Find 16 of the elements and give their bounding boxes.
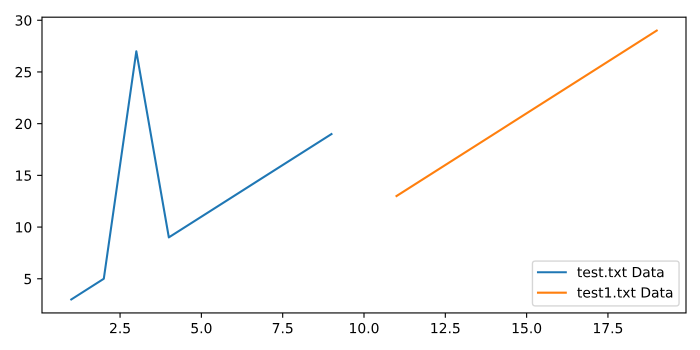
line-series: [70, 50, 333, 300]
y-tick-label: 5: [24, 274, 32, 284]
x-tick-label: 7.5: [272, 323, 293, 334]
y-tick-label: 20: [16, 118, 32, 130]
x-tick-label: 2.5: [110, 322, 130, 334]
y-tick-label: 15: [16, 170, 32, 181]
x-tick-label: 17.5: [594, 323, 622, 334]
legend-label: test.txt Data: [577, 267, 664, 278]
x-tick-label: 10.0: [350, 322, 379, 334]
y-tick-label: 30: [16, 15, 32, 26]
x-tick-label: 15.0: [512, 322, 542, 334]
x-tick-label: 12.5: [431, 322, 460, 334]
y-tick-label: 25: [16, 66, 32, 78]
legend-label: test1.txt Data: [577, 287, 672, 298]
y-tick-label: 10: [16, 222, 32, 233]
x-tick-label: 5.0: [191, 322, 212, 334]
